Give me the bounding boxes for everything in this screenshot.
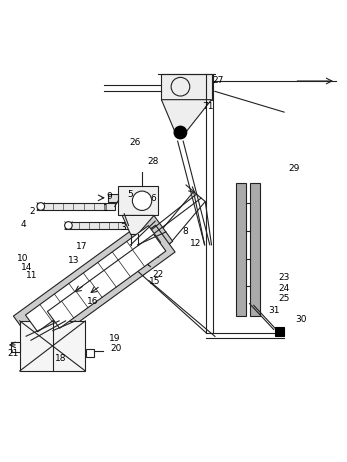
Bar — [37, 203, 115, 210]
Text: 15: 15 — [149, 277, 160, 286]
Bar — [249, 182, 260, 316]
Circle shape — [65, 222, 72, 229]
Text: 31: 31 — [268, 306, 279, 315]
Bar — [118, 186, 158, 215]
Circle shape — [132, 191, 152, 210]
Polygon shape — [132, 192, 205, 276]
Text: 71: 71 — [202, 102, 214, 111]
Text: 21: 21 — [7, 349, 18, 358]
Text: 9: 9 — [107, 192, 112, 201]
Circle shape — [37, 203, 44, 210]
Polygon shape — [38, 225, 175, 337]
Bar — [108, 194, 118, 202]
Text: 22: 22 — [152, 270, 163, 279]
Text: 24: 24 — [279, 284, 290, 292]
Text: 16: 16 — [86, 298, 98, 306]
Text: 28: 28 — [147, 158, 159, 166]
Text: 25: 25 — [278, 294, 290, 303]
Text: 27: 27 — [213, 76, 224, 85]
Text: 11: 11 — [26, 272, 37, 280]
Text: 10: 10 — [17, 254, 29, 263]
Text: 19: 19 — [109, 334, 120, 343]
Bar — [276, 327, 284, 336]
Text: 8: 8 — [183, 226, 188, 236]
Text: 20: 20 — [111, 344, 122, 353]
Polygon shape — [161, 100, 212, 133]
Bar — [86, 349, 94, 357]
Circle shape — [174, 126, 187, 139]
Bar — [11, 342, 20, 352]
Text: 17: 17 — [76, 242, 88, 251]
Text: 13: 13 — [68, 256, 79, 265]
Text: 6: 6 — [150, 194, 156, 203]
Bar — [20, 321, 85, 371]
Polygon shape — [25, 225, 161, 332]
Text: 18: 18 — [56, 354, 67, 364]
Polygon shape — [48, 234, 166, 328]
Text: 30: 30 — [296, 315, 307, 323]
Text: 4: 4 — [20, 219, 26, 229]
Text: 2: 2 — [29, 207, 35, 217]
Text: 26: 26 — [130, 139, 141, 147]
Bar — [161, 74, 212, 100]
Polygon shape — [122, 215, 154, 234]
Text: 5: 5 — [127, 190, 133, 199]
Text: 7: 7 — [141, 195, 147, 204]
Text: 14: 14 — [21, 263, 32, 272]
Text: 12: 12 — [190, 238, 202, 248]
Text: 3: 3 — [120, 223, 126, 232]
Bar — [236, 182, 246, 316]
Polygon shape — [14, 214, 173, 343]
Text: 29: 29 — [289, 164, 300, 173]
Text: 1: 1 — [103, 204, 109, 213]
Text: 23: 23 — [278, 273, 290, 282]
Bar — [65, 222, 129, 229]
